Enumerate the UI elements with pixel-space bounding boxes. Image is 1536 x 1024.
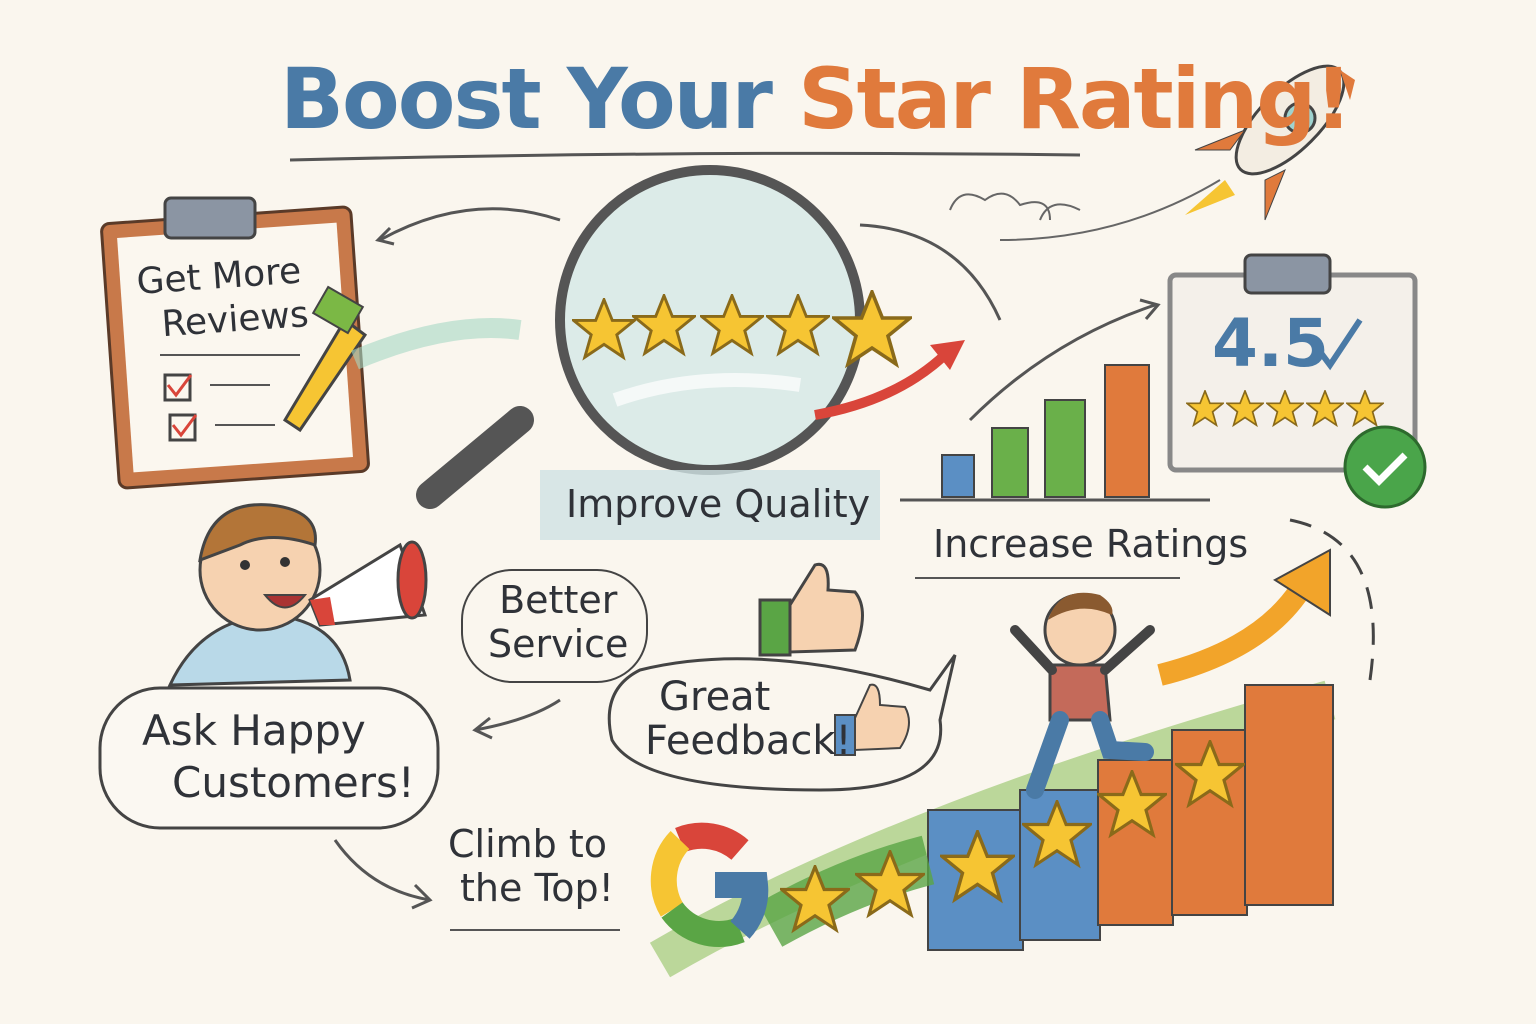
rating-value: 4.5 (1212, 305, 1329, 382)
check-badge-icon (1343, 425, 1427, 509)
label-line: Service (488, 622, 629, 666)
orange-arrow-icon (1157, 583, 1310, 686)
climb-label: Climb to the Top! (448, 822, 614, 910)
better-service-label: Better Service (488, 578, 628, 666)
thumbs-up-icon (758, 562, 864, 657)
rocket-icon (1185, 64, 1355, 221)
label-line: the Top! (460, 866, 614, 910)
google-logo-icon (650, 822, 769, 947)
clipboard-right-icon (1167, 253, 1427, 509)
person-megaphone-icon (167, 503, 428, 687)
great-feedback-label: Great Feedback! (645, 675, 852, 763)
arrow-to-clipboard (379, 207, 561, 242)
label-line: Better (499, 578, 618, 622)
label-line: Customers! (172, 758, 415, 807)
title-part2: Star Rating! (798, 50, 1353, 148)
climbing-kid-icon (1010, 592, 1155, 799)
get-more-reviews-label: Get More Reviews (135, 249, 310, 349)
title-part1: Boost Your (280, 50, 773, 148)
label-line: Ask Happy (142, 706, 366, 755)
title-underline (289, 151, 1081, 162)
label-line: Climb to (448, 822, 608, 866)
improve-quality-label: Improve Quality (566, 482, 871, 526)
page-title: Boost Your Star Rating! (280, 50, 1353, 148)
label-line: Feedback! (645, 718, 852, 764)
clipboard-left-icon (100, 196, 370, 490)
increase-ratings-label: Increase Ratings (933, 522, 1249, 566)
cloud-trail (949, 179, 1221, 241)
great-feedback-bubble (607, 654, 957, 792)
red-arrow (814, 346, 954, 420)
ask-customers-bubble (98, 686, 440, 830)
bar-chart-icon (900, 298, 1210, 502)
staircase-chart (757, 684, 1334, 951)
label-line: Great (659, 674, 771, 720)
ask-customers-label: Ask Happy Customers! (142, 705, 415, 809)
improve-quality-bg (540, 470, 880, 540)
curved-arrow-right (859, 223, 1002, 321)
better-service-bubble (461, 569, 648, 683)
pencil-icon (282, 317, 368, 433)
small-thumbs-up-icon (834, 683, 910, 756)
